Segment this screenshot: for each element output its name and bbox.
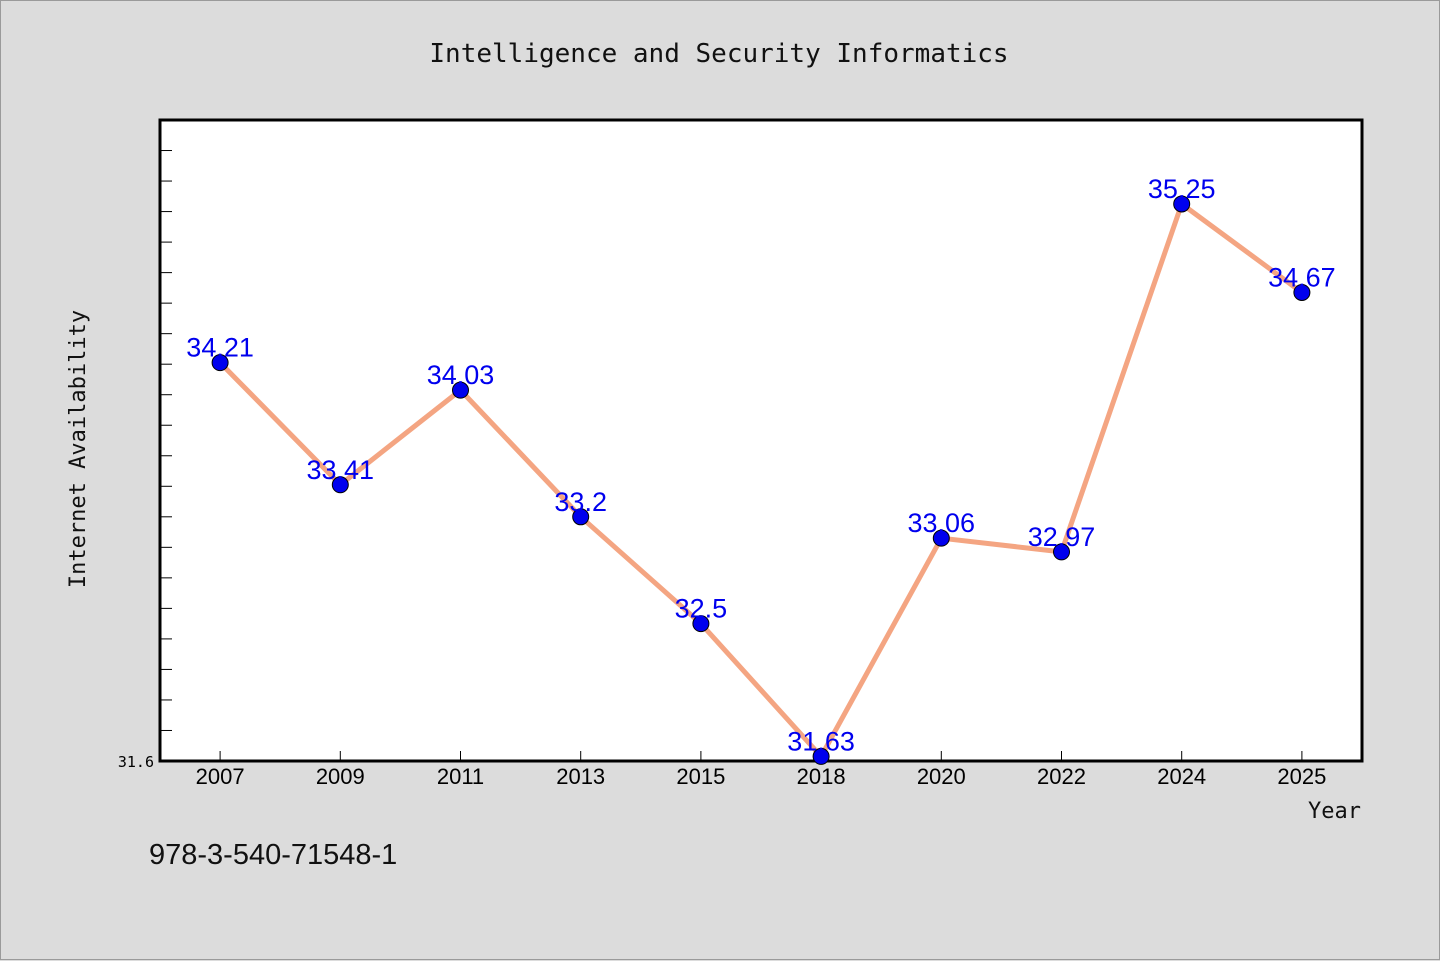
data-label: 31.63 — [787, 726, 855, 756]
data-labels: 34.21 33.41 34.03 33.2 32.5 31.63 33.06 32.97 35… — [186, 174, 1335, 756]
data-point — [572, 508, 590, 526]
data-label: 32.97 — [1028, 522, 1096, 552]
x-tick-label: 2022 — [1037, 764, 1086, 789]
x-axis-tick-labels: 2007 2009 2011 2013 2015 2018 2020 2022 2024 2025 — [196, 764, 1327, 789]
data-point — [452, 381, 469, 399]
data-point — [1053, 543, 1070, 561]
x-tick-label: 2007 — [196, 764, 245, 789]
data-label: 32.5 — [675, 594, 728, 624]
x-axis-ticks — [219, 751, 1303, 761]
data-label: 34.67 — [1268, 262, 1336, 292]
x-axis-label: Year — [1308, 799, 1361, 824]
x-tick-label: 2011 — [437, 764, 484, 789]
data-point — [932, 529, 950, 547]
data-label: 34.03 — [427, 360, 495, 390]
x-tick-label: 2018 — [797, 764, 846, 789]
y-axis-label: Internet Availability — [66, 310, 91, 588]
chart-title: Intelligence and Security Informatics — [429, 39, 1008, 69]
data-points — [211, 195, 1311, 765]
y-axis-ticks — [160, 119, 172, 762]
plot-area — [158, 118, 1364, 763]
x-tick-label: 2020 — [917, 764, 966, 789]
x-tick-label: 2024 — [1157, 764, 1206, 789]
data-label: 33.06 — [908, 508, 976, 538]
data-label: 35.25 — [1148, 174, 1216, 204]
series-line — [218, 201, 1304, 759]
y-tick-label: 31.6 — [118, 753, 154, 771]
data-point — [1293, 283, 1311, 301]
data-point — [211, 354, 229, 372]
x-tick-label: 2025 — [1277, 764, 1326, 789]
data-point — [812, 747, 830, 765]
data-label: 33.41 — [307, 455, 375, 485]
x-tick-label: 2013 — [556, 764, 605, 789]
footnote: 978-3-540-71548-1 — [149, 839, 397, 871]
data-point — [692, 615, 710, 633]
data-label: 33.2 — [554, 487, 607, 517]
data-point — [1173, 195, 1191, 213]
x-tick-label: 2009 — [316, 764, 365, 789]
data-label: 34.21 — [186, 333, 254, 363]
data-point — [331, 476, 349, 494]
x-tick-label: 2015 — [676, 764, 725, 789]
